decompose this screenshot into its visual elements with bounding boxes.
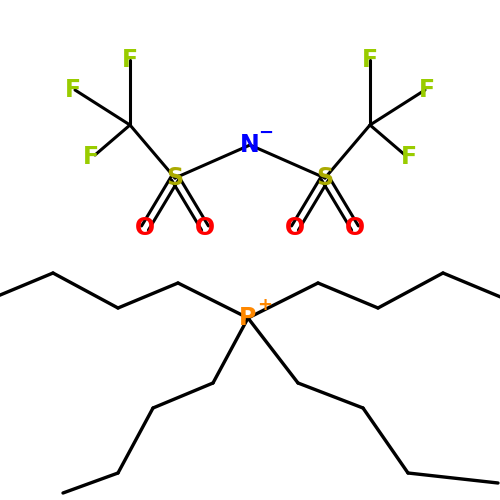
Text: F: F	[401, 145, 417, 169]
Text: O: O	[135, 216, 155, 240]
Text: F: F	[419, 78, 435, 102]
Text: O: O	[345, 216, 365, 240]
Text: −: −	[258, 124, 274, 142]
Text: F: F	[65, 78, 81, 102]
Text: P: P	[240, 306, 256, 330]
Text: S: S	[166, 166, 184, 190]
Text: F: F	[362, 48, 378, 72]
Text: O: O	[195, 216, 215, 240]
Text: S: S	[316, 166, 334, 190]
Text: F: F	[83, 145, 99, 169]
Text: N: N	[240, 133, 260, 157]
Text: F: F	[122, 48, 138, 72]
Text: O: O	[285, 216, 305, 240]
Text: +: +	[258, 296, 272, 314]
